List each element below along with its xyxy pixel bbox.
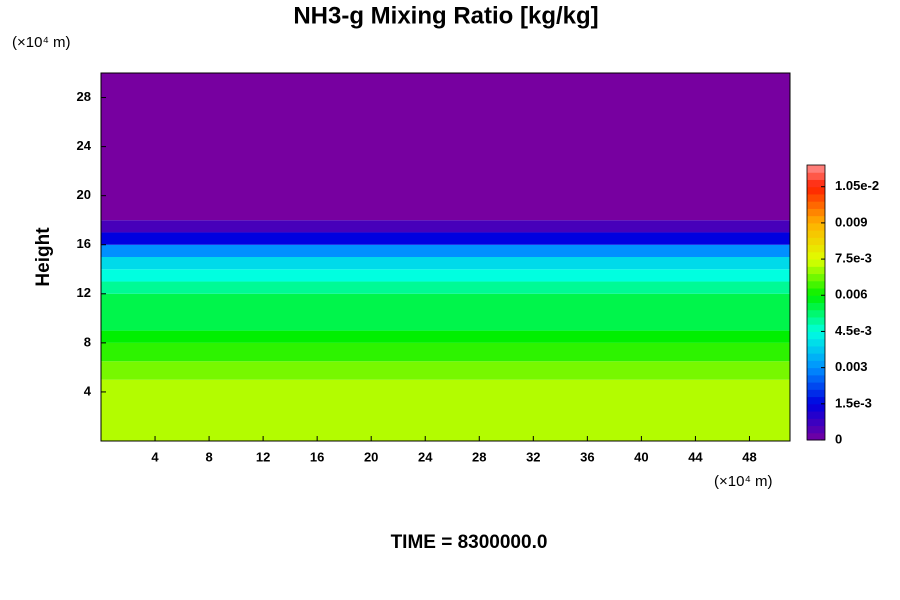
contour-band	[101, 281, 790, 294]
time-label: TIME = 8300000.0	[391, 532, 548, 553]
colorbar-level	[807, 193, 825, 202]
colorbar-tick-label: 0.009	[835, 214, 868, 229]
contour-band	[101, 269, 790, 282]
contour-band	[101, 293, 790, 331]
colorbar-level	[807, 396, 825, 405]
colorbar-level	[807, 302, 825, 311]
colorbar-level	[807, 418, 825, 427]
colorbar-frame	[806, 164, 826, 441]
colorbar-level	[807, 244, 825, 253]
y-tick-label: 28	[77, 89, 91, 104]
plot-frame	[100, 72, 791, 442]
chart-title: NH3-g Mixing Ratio [kg/kg]	[293, 2, 598, 29]
colorbar-level	[807, 230, 825, 238]
colorbar-level	[807, 208, 825, 217]
x-tick-label: 8	[205, 449, 212, 464]
colorbar-level	[807, 338, 825, 347]
y-tick-label: 16	[77, 236, 91, 251]
colorbar-level	[807, 179, 825, 188]
colorbar-level	[807, 309, 825, 318]
colorbar-level	[807, 215, 825, 224]
colorbar-level	[807, 389, 825, 398]
colorbar-level	[807, 403, 825, 412]
colorbar-level	[807, 425, 825, 434]
x-tick-label: 40	[634, 449, 648, 464]
colorbar-level	[807, 251, 825, 260]
y-tick-label: 8	[84, 334, 91, 349]
contour-band	[101, 330, 790, 343]
x-tick-label: 4	[151, 449, 159, 464]
colorbar-level	[807, 266, 825, 275]
x-tick-label: 16	[310, 449, 324, 464]
colorbar-tick-label: 7.5e-3	[835, 251, 872, 266]
contour-band	[101, 73, 790, 221]
contour-band	[101, 232, 790, 245]
colorbar-level	[807, 411, 825, 419]
y-unit: (×10⁴ m)	[12, 34, 71, 51]
colorbar-level	[807, 316, 825, 325]
colorbar-tick-label: 4.5e-3	[835, 323, 872, 338]
colorbar-level	[807, 367, 825, 376]
colorbar-level	[807, 237, 825, 246]
colorbar-level	[807, 273, 825, 282]
x-unit: (×10⁴ m)	[714, 473, 773, 490]
colorbar-level	[807, 374, 825, 383]
colorbar-level	[807, 324, 825, 332]
y-tick-label: 20	[77, 187, 91, 202]
y-tick-label: 4	[84, 383, 92, 398]
x-tick-label: 24	[418, 449, 433, 464]
contour-band	[101, 361, 790, 380]
contour-band	[101, 244, 790, 257]
colorbar-level	[807, 382, 825, 390]
colorbar-level	[807, 172, 825, 180]
colorbar-level	[807, 432, 825, 441]
colorbar-level	[807, 295, 825, 303]
colorbar-level	[807, 280, 825, 289]
x-tick-label: 12	[256, 449, 270, 464]
contour-band	[101, 342, 790, 362]
colorbar-level	[807, 288, 825, 296]
x-tick-label: 36	[580, 449, 594, 464]
x-tick-label: 44	[688, 449, 703, 464]
colorbar-tick-label: 0.003	[835, 359, 868, 374]
y-tick-label: 24	[77, 138, 92, 153]
colorbar-level	[807, 345, 825, 354]
x-tick-label: 48	[742, 449, 756, 464]
colorbar-tick-label: 1.05e-2	[835, 178, 879, 193]
colorbar-tick-label: 0	[835, 431, 842, 446]
colorbar-tick-label: 0.006	[835, 287, 868, 302]
contour-band	[101, 379, 790, 441]
colorbar-level	[807, 353, 825, 361]
colorbar-level	[807, 331, 825, 340]
contour-band	[101, 257, 790, 270]
colorbar-level	[807, 360, 825, 369]
x-tick-label: 20	[364, 449, 378, 464]
contour-band	[101, 220, 790, 233]
colorbar-level	[807, 165, 825, 173]
colorbar-level	[807, 201, 825, 209]
x-tick-label: 32	[526, 449, 540, 464]
x-tick-label: 28	[472, 449, 486, 464]
y-axis-label: Height	[33, 227, 54, 287]
y-tick-label: 12	[77, 285, 91, 300]
colorbar-level	[807, 186, 825, 195]
colorbar-level	[807, 259, 825, 267]
colorbar-tick-label: 1.5e-3	[835, 395, 872, 410]
colorbar-level	[807, 222, 825, 231]
